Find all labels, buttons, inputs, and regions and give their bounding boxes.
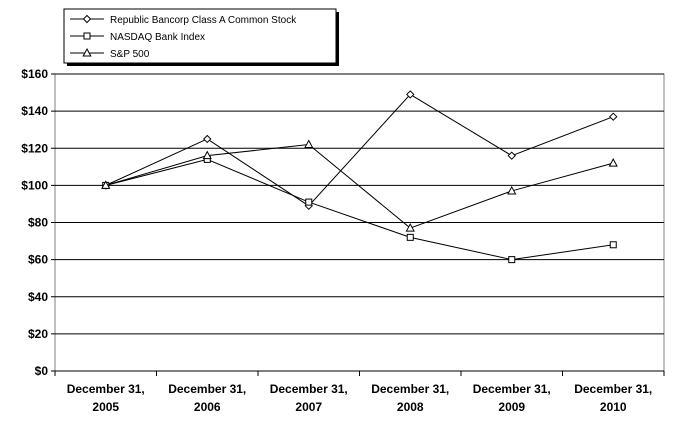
data-point — [304, 139, 314, 149]
y-axis-tick-labels: $0 $20 $40 $60 $80 $100 $120 $140 $160 — [21, 67, 48, 378]
legend: Republic Bancorp Class A Common Stock NAS… — [63, 8, 339, 66]
series-lines — [105, 93, 614, 261]
x-tick-label: December 31, 2006 — [168, 382, 246, 414]
x-tick-label-line: December 31, — [168, 382, 246, 396]
y-tick-label: $160 — [21, 67, 48, 81]
legend-marker — [82, 14, 92, 24]
x-tick-label: December 31, 2008 — [371, 382, 449, 414]
y-tick-label: $0 — [35, 364, 49, 378]
x-tick-label: December 31, 2010 — [574, 382, 652, 414]
y-tick-label: $80 — [28, 216, 48, 230]
data-point — [305, 198, 313, 206]
legend-label: S&P 500 — [110, 49, 150, 60]
legend-marker — [82, 47, 92, 57]
series-markers — [101, 90, 618, 264]
data-point — [406, 233, 414, 241]
x-tick-label-line: 2005 — [92, 400, 119, 414]
y-tick-label: $120 — [21, 141, 48, 155]
y-tick-label: $140 — [21, 104, 48, 118]
x-tick-label-line: 2006 — [194, 400, 221, 414]
x-tick-label-line: December 31, — [473, 382, 551, 396]
data-point — [405, 223, 415, 232]
x-tick-label-line: 2010 — [600, 400, 627, 414]
legend-box — [63, 8, 337, 64]
data-point — [609, 112, 618, 121]
data-point — [202, 150, 212, 160]
data-point — [507, 151, 516, 160]
legend-marker — [83, 32, 91, 40]
x-tick-label-line: 2008 — [397, 400, 424, 414]
y-tick-label: $40 — [28, 290, 48, 304]
data-point — [203, 134, 212, 144]
y-tick-label: $100 — [21, 178, 48, 192]
x-tick-label-line: December 31, — [574, 382, 652, 396]
y-tick-label: $60 — [28, 253, 48, 267]
x-tick-label: December 31, 2005 — [67, 382, 145, 414]
legend-label: NASDAQ Bank Index — [110, 32, 205, 43]
series-line-2 — [105, 144, 614, 229]
data-point — [609, 241, 617, 249]
x-tick-label-line: 2007 — [295, 400, 322, 414]
x-tick-label-line: December 31, — [270, 382, 348, 396]
legend-label: Republic Bancorp Class A Common Stock — [110, 15, 297, 26]
data-point — [406, 90, 415, 99]
x-tick-label: December 31, 2007 — [270, 382, 348, 414]
data-point — [507, 185, 517, 195]
x-tick-label-line: December 31, — [67, 382, 145, 396]
x-tick-label-line: 2009 — [498, 400, 525, 414]
y-tick-label: $20 — [28, 327, 48, 341]
series-line-0 — [105, 93, 614, 207]
data-point — [101, 180, 111, 189]
x-tick-label: December 31, 2009 — [473, 382, 551, 414]
series-line-1 — [105, 158, 614, 261]
data-point — [508, 256, 516, 264]
x-tick-label-line: December 31, — [371, 382, 449, 396]
gridlines — [51, 73, 665, 376]
data-point — [608, 158, 618, 167]
